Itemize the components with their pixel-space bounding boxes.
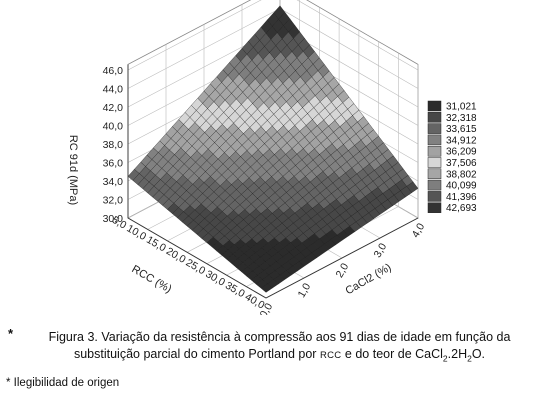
- caption-sub-1: 2: [442, 353, 448, 364]
- legend-swatch: [427, 191, 442, 202]
- z-tick-label: 30,0: [103, 213, 124, 225]
- x-axis-label: RCC (%): [129, 263, 173, 295]
- z-axis-label: RC 91d (MPa): [67, 135, 79, 205]
- legend-swatch: [427, 157, 442, 168]
- surface-chart: 30,0 32,0 34,0 36,0 38,0 40,0 42,0 44,0 46,0 5,0 1…: [67, 0, 477, 315]
- caption-marker: *: [8, 326, 14, 341]
- caption-line-2-a: substituição parcial do cimento Portland…: [73, 347, 317, 361]
- legend-label: 41,396: [446, 192, 477, 203]
- footnote: * Ilegibilidad de origen: [6, 377, 120, 389]
- caption-sub-2: 2: [467, 353, 472, 364]
- legend-label: 34,912: [446, 135, 477, 146]
- legend-swatch: [427, 100, 442, 112]
- z-tick-label: 34,0: [103, 176, 124, 188]
- legend-label: 42,693: [446, 203, 477, 214]
- legend-swatch: [427, 168, 442, 180]
- legend-swatch: [427, 202, 442, 213]
- caption-rcc: RCC: [319, 350, 342, 361]
- z-tick-label: 40,0: [103, 121, 124, 133]
- z-tick-label: 38,0: [103, 139, 124, 151]
- caption-line-2: substituição parcial do cimento Portland…: [22, 346, 537, 368]
- x-axis-line: [127, 217, 267, 299]
- legend-swatch: [427, 112, 442, 123]
- legend-swatch: [427, 179, 442, 191]
- surface-cell: [260, 283, 273, 293]
- caption-line-2-b: e do teor de CaCl: [344, 347, 443, 361]
- z-tick-label: 32,0: [103, 195, 124, 207]
- z-tick-label: 46,0: [103, 65, 124, 77]
- legend-swatch: [427, 123, 442, 134]
- z-tick-label: 42,0: [103, 102, 124, 114]
- legend-label: 36,209: [446, 147, 477, 158]
- legend-label: 40,099: [446, 181, 477, 192]
- y-tick-label: 2,0: [334, 261, 352, 280]
- caption-line-1: Figura 3. Variação da resistência à comp…: [48, 330, 511, 344]
- figure-caption: * Figura 3. Variação da resistência à co…: [8, 326, 537, 368]
- caption-line-2-d: O.: [471, 347, 486, 361]
- y-tick-label: 3,0: [372, 241, 390, 260]
- legend-label: 37,506: [446, 158, 477, 169]
- legend-label: 33,615: [446, 124, 477, 135]
- y-axis-line: [265, 217, 419, 299]
- legend-label: 38,802: [446, 169, 477, 180]
- y-tick-label: 4,0: [410, 221, 428, 240]
- y-axis-label: CaCl2 (%): [344, 262, 394, 298]
- z-tick-label: 36,0: [103, 158, 124, 170]
- y-tick-label: 1,0: [296, 281, 314, 300]
- wall-gridline-z: [127, 0, 419, 71]
- legend-label: 32,318: [446, 113, 477, 124]
- surface-plot-svg: 30,032,034,036,038,040,042,044,046,05,01…: [67, 0, 477, 315]
- legend-swatch: [427, 134, 442, 146]
- legend-label: 31,021: [446, 102, 477, 113]
- legend-swatch: [427, 145, 442, 157]
- caption-line-2-c: .2H: [447, 347, 468, 361]
- z-tick-label: 44,0: [103, 84, 124, 96]
